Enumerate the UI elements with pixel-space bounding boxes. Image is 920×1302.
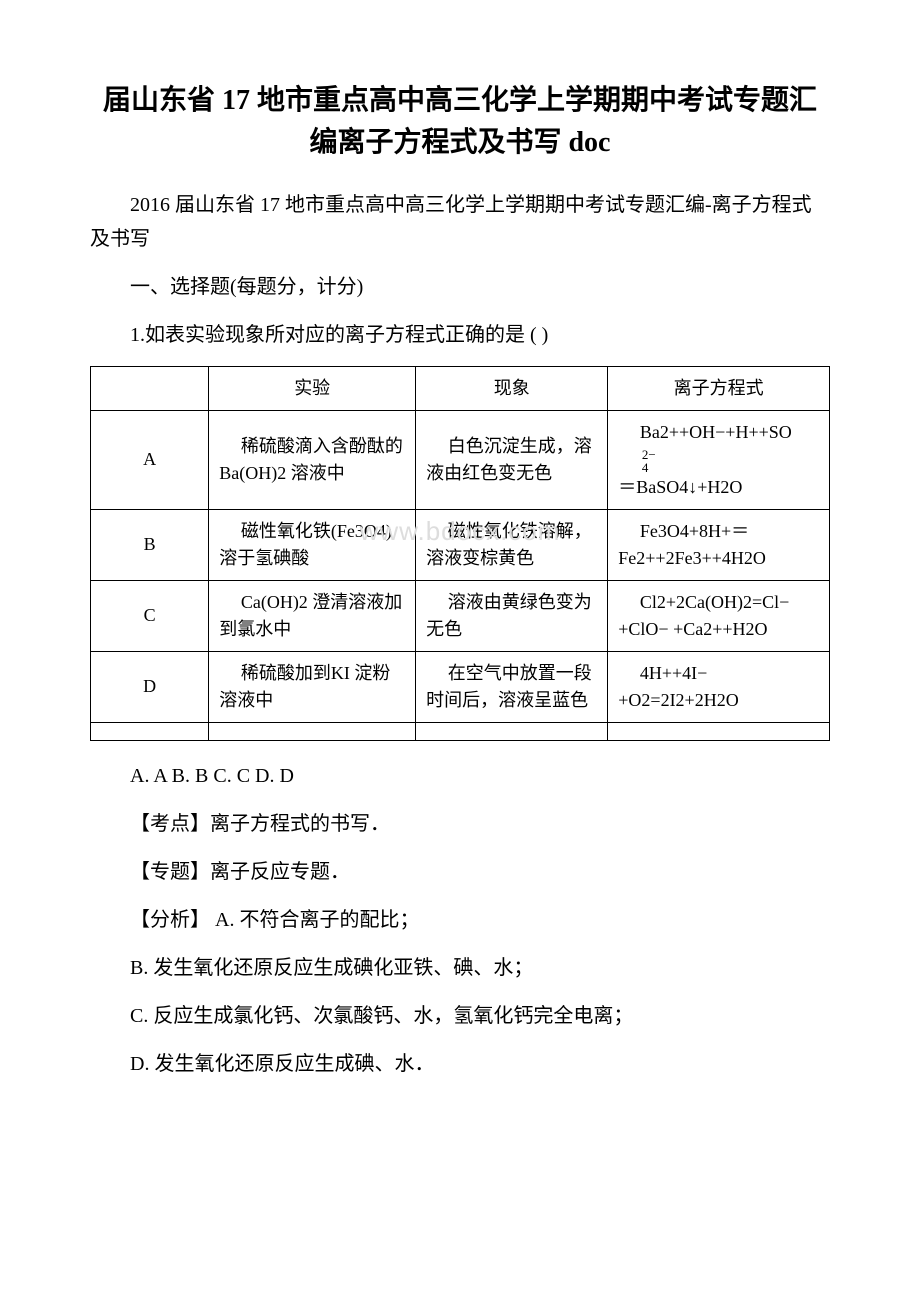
table-row: C Ca(OH)2 澄清溶液加到氯水中 溶液由黄绿色变为无色 Cl2+2Ca(O…	[91, 580, 830, 651]
answer-options: A. A B. B C. C D. D	[90, 759, 830, 793]
fenxi-a-paragraph: 【分析】 A. 不符合离子的配比；	[90, 903, 830, 937]
row-a-label: A	[91, 411, 209, 510]
row-c-experiment: Ca(OH)2 澄清溶液加到氯水中	[209, 580, 416, 651]
row-a-phenomenon: 白色沉淀生成，溶液由红色变无色	[416, 411, 608, 510]
fenxi-b-paragraph: B. 发生氧化还原反应生成碘化亚铁、碘、水；	[90, 951, 830, 985]
row-b-phenomenon: 磁性氧化铁溶解，溶液变棕黄色	[416, 509, 608, 580]
section-heading: 一、选择题(每题分，计分)	[90, 270, 830, 304]
table-row: D 稀硫酸加到KI 淀粉溶液中 在空气中放置一段时间后，溶液呈蓝色 4H++4I…	[91, 651, 830, 722]
header-cell-phenomenon: 现象	[416, 367, 608, 411]
row-a-equation: Ba2++OH−+H++SO2−4＝BaSO4↓+H2O	[608, 411, 830, 510]
zhuanti-paragraph: 【专题】离子反应专题．	[90, 855, 830, 889]
header-cell-equation: 离子方程式	[608, 367, 830, 411]
row-c-equation: Cl2+2Ca(OH)2=Cl− +ClO− +Ca2++H2O	[608, 580, 830, 651]
row-b-experiment: 磁性氧化铁(Fe3O4)溶于氢碘酸	[209, 509, 416, 580]
empty-cell	[608, 722, 830, 740]
table-row: A 稀硫酸滴入含酚酞的Ba(OH)2 溶液中 白色沉淀生成，溶液由红色变无色 B…	[91, 411, 830, 510]
kaodian-paragraph: 【考点】离子方程式的书写．	[90, 807, 830, 841]
experiment-table: 实验 现象 离子方程式 A 稀硫酸滴入含酚酞的Ba(OH)2 溶液中 白色沉淀生…	[90, 366, 830, 741]
row-d-equation: 4H++4I− +O2=2I2+2H2O	[608, 651, 830, 722]
fenxi-c-paragraph: C. 反应生成氯化钙、次氯酸钙、水，氢氧化钙完全电离；	[90, 999, 830, 1033]
question-1: 1.如表实验现象所对应的离子方程式正确的是 ( )	[90, 318, 830, 352]
row-b-label: B	[91, 509, 209, 580]
table-row: B 磁性氧化铁(Fe3O4)溶于氢碘酸 磁性氧化铁溶解，溶液变棕黄色 Fe3O4…	[91, 509, 830, 580]
fenxi-d-paragraph: D. 发生氧化还原反应生成碘、水．	[90, 1047, 830, 1081]
intro-paragraph: 2016 届山东省 17 地市重点高中高三化学上学期期中考试专题汇编-离子方程式…	[90, 188, 830, 256]
table-wrapper: 实验 现象 离子方程式 A 稀硫酸滴入含酚酞的Ba(OH)2 溶液中 白色沉淀生…	[90, 366, 830, 741]
header-cell-experiment: 实验	[209, 367, 416, 411]
page-title: 届山东省 17 地市重点高中高三化学上学期期中考试专题汇编离子方程式及书写 do…	[90, 80, 830, 164]
row-a-experiment: 稀硫酸滴入含酚酞的Ba(OH)2 溶液中	[209, 411, 416, 510]
row-d-phenomenon: 在空气中放置一段时间后，溶液呈蓝色	[416, 651, 608, 722]
row-b-equation: Fe3O4+8H+＝Fe2++2Fe3++4H2O	[608, 509, 830, 580]
empty-cell	[91, 722, 209, 740]
row-d-label: D	[91, 651, 209, 722]
row-c-label: C	[91, 580, 209, 651]
header-cell-blank	[91, 367, 209, 411]
row-c-phenomenon: 溶液由黄绿色变为无色	[416, 580, 608, 651]
empty-cell	[209, 722, 416, 740]
empty-cell	[416, 722, 608, 740]
row-d-experiment: 稀硫酸加到KI 淀粉溶液中	[209, 651, 416, 722]
table-header-row: 实验 现象 离子方程式	[91, 367, 830, 411]
table-empty-row	[91, 722, 830, 740]
